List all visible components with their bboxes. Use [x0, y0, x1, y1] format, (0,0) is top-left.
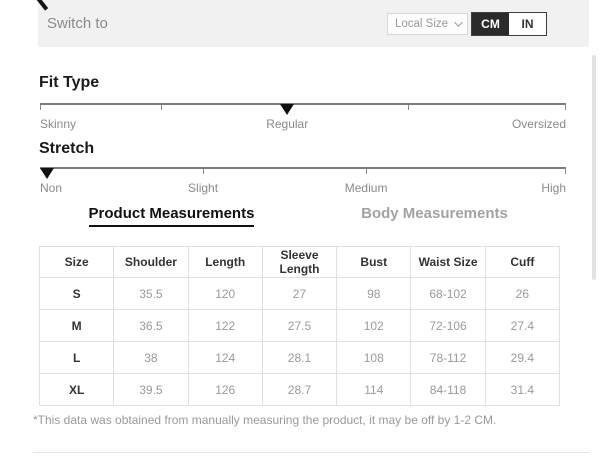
stretch-track: [40, 167, 566, 169]
cell-size: S: [38, 277, 115, 310]
cell-size: M: [38, 309, 115, 342]
tick: [408, 105, 410, 110]
cell-value: 68-102: [410, 277, 486, 310]
tick: [366, 169, 368, 174]
fit-type-heading: Fit Type: [39, 74, 100, 91]
cell-value: 124: [187, 341, 263, 374]
fit-label-oversized: Oversized: [511, 117, 566, 131]
col-header-cuff: Cuff: [484, 246, 561, 278]
stretch-label-non: Non: [40, 181, 63, 195]
col-header-sleeve-length: Sleeve Length: [261, 246, 338, 278]
divider: [33, 452, 590, 453]
tab-body-label: Body Measurements: [361, 205, 508, 222]
cell-size: XL: [38, 373, 115, 406]
chevron-down-icon: [454, 18, 463, 27]
cell-value: 36.5: [113, 309, 189, 342]
fit-label-regular: Regular: [266, 117, 309, 131]
tick: [40, 105, 41, 110]
stretch-label-medium: Medium: [344, 181, 388, 195]
cell-value: 122: [187, 309, 263, 342]
cell-value: 35.5: [113, 277, 189, 310]
fit-type-marker: [280, 104, 295, 115]
tick: [203, 169, 205, 174]
cell-size: L: [38, 341, 115, 374]
cell-value: 126: [187, 373, 263, 406]
cell-value: 38: [113, 341, 189, 374]
cell-value: 29.4: [484, 341, 561, 374]
cell-value: 27.4: [484, 309, 561, 342]
tick: [565, 105, 566, 110]
tab-body-measurements[interactable]: Body Measurements: [303, 205, 566, 227]
table-row: XL 39.5 126 28.7 114 84-118 31.4: [38, 373, 561, 406]
cell-value: 120: [187, 277, 263, 310]
tick: [565, 169, 566, 174]
cm-button[interactable]: CM: [472, 13, 509, 35]
stretch-marker: [40, 168, 54, 179]
unit-toggle: CM IN: [471, 12, 547, 36]
unit-switch-bar: Switch to Local Size CM IN: [38, 0, 589, 47]
fit-type-slider: Skinny Regular Oversized: [40, 103, 566, 133]
cell-value: 27: [261, 277, 338, 310]
cell-value: 84-118: [410, 373, 486, 406]
measurements-table: Size Shoulder Length Sleeve Length Bust …: [38, 246, 561, 406]
scrollbar[interactable]: [592, 55, 596, 280]
col-header-shoulder: Shoulder: [113, 246, 189, 278]
stretch-label-slight: Slight: [188, 181, 219, 195]
cell-value: 26: [484, 277, 561, 310]
stretch-label-high: High: [541, 181, 566, 195]
stretch-heading: Stretch: [39, 140, 95, 157]
switch-to-label: Switch to: [47, 15, 108, 32]
table-row: S 35.5 120 27 98 68-102 26: [38, 277, 561, 310]
cell-value: 108: [336, 341, 412, 374]
col-header-size: Size: [38, 246, 115, 278]
table-row: M 36.5 122 27.5 102 72-106 27.4: [38, 309, 561, 342]
local-size-selected-value: Local Size: [395, 18, 449, 30]
cell-value: 102: [336, 309, 412, 342]
in-button[interactable]: IN: [521, 17, 534, 31]
cell-value: 28.1: [261, 341, 338, 374]
tick: [160, 105, 162, 110]
measurement-disclaimer: *This data was obtained from manually me…: [33, 413, 497, 427]
cell-value: 72-106: [410, 309, 486, 342]
cell-value: 114: [336, 373, 412, 406]
local-size-dropdown[interactable]: Local Size: [387, 13, 469, 35]
col-header-length: Length: [187, 246, 263, 278]
stretch-slider: Non Slight Medium High: [40, 167, 566, 197]
cell-value: 98: [336, 277, 412, 310]
cell-value: 27.5: [261, 309, 338, 342]
fit-type-track: [40, 103, 566, 105]
fit-label-skinny: Skinny: [40, 117, 77, 131]
col-header-bust: Bust: [336, 246, 412, 278]
cell-value: 39.5: [113, 373, 189, 406]
table-header-row: Size Shoulder Length Sleeve Length Bust …: [38, 246, 561, 278]
tab-product-measurements[interactable]: Product Measurements: [40, 205, 303, 227]
table-row: L 38 124 28.1 108 78-112 29.4: [38, 341, 561, 374]
tab-product-label: Product Measurements: [88, 205, 255, 227]
cell-value: 78-112: [410, 341, 486, 374]
cell-value: 31.4: [484, 373, 561, 406]
cell-value: 28.7: [261, 373, 338, 406]
measurement-tabs: Product Measurements Body Measurements: [40, 205, 566, 227]
col-header-waist-size: Waist Size: [410, 246, 486, 278]
